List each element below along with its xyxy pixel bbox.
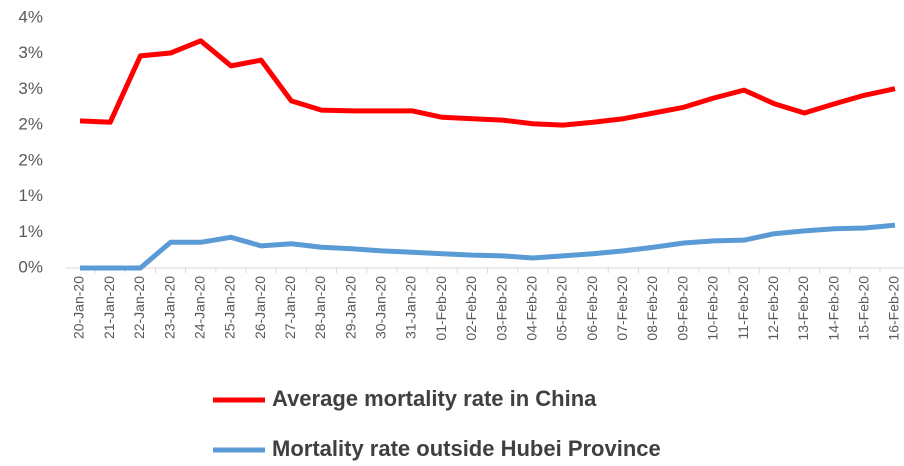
x-tick-label: 04-Feb-20: [523, 276, 539, 341]
x-tick-label: 12-Feb-20: [765, 276, 781, 341]
x-tick-label: 01-Feb-20: [433, 276, 449, 341]
legend-label: Mortality rate outside Hubei Province: [272, 436, 661, 461]
x-tick-label: 05-Feb-20: [554, 276, 570, 341]
x-tick-label: 15-Feb-20: [856, 276, 872, 341]
x-tick-label: 31-Jan-20: [403, 276, 419, 339]
y-tick-label: 3%: [18, 43, 43, 62]
x-tick-label: 07-Feb-20: [614, 276, 630, 341]
x-tick-label: 25-Jan-20: [222, 276, 238, 339]
x-tick-label: 24-Jan-20: [191, 276, 207, 339]
x-tick-label: 21-Jan-20: [101, 276, 117, 339]
series-line: [80, 222, 896, 271]
x-tick-label: 22-Jan-20: [131, 276, 147, 339]
y-tick-label: 3%: [18, 79, 43, 98]
x-tick-label: 09-Feb-20: [674, 276, 690, 341]
x-tick-label: 11-Feb-20: [735, 276, 751, 340]
x-tick-label: 29-Jan-20: [342, 276, 358, 339]
y-tick-label: 2%: [18, 150, 43, 169]
x-tick-label: 20-Jan-20: [71, 276, 87, 339]
x-tick-label: 06-Feb-20: [584, 276, 600, 341]
x-tick-label: 10-Feb-20: [705, 276, 721, 341]
y-tick-label: 1%: [18, 222, 43, 241]
x-tick-label: 30-Jan-20: [373, 276, 389, 339]
x-tick-label: 23-Jan-20: [161, 276, 177, 339]
series-line: [79, 38, 896, 128]
y-tick-label: 0%: [18, 257, 43, 276]
x-tick-label: 28-Jan-20: [312, 276, 328, 339]
x-tick-label: 14-Feb-20: [825, 276, 841, 341]
x-tick-label: 02-Feb-20: [463, 276, 479, 341]
x-tick-label: 13-Feb-20: [795, 276, 811, 341]
x-tick-label: 03-Feb-20: [493, 276, 509, 341]
x-tick-label: 08-Feb-20: [644, 276, 660, 341]
x-tick-label: 26-Jan-20: [252, 276, 268, 339]
legend-label: Average mortality rate in China: [272, 386, 597, 411]
y-tick-label: 4%: [18, 7, 43, 26]
x-tick-label: 16-Feb-20: [886, 276, 902, 341]
y-tick-label: 1%: [18, 186, 43, 205]
x-tick-label: 27-Jan-20: [282, 276, 298, 339]
y-tick-label: 2%: [18, 115, 43, 134]
